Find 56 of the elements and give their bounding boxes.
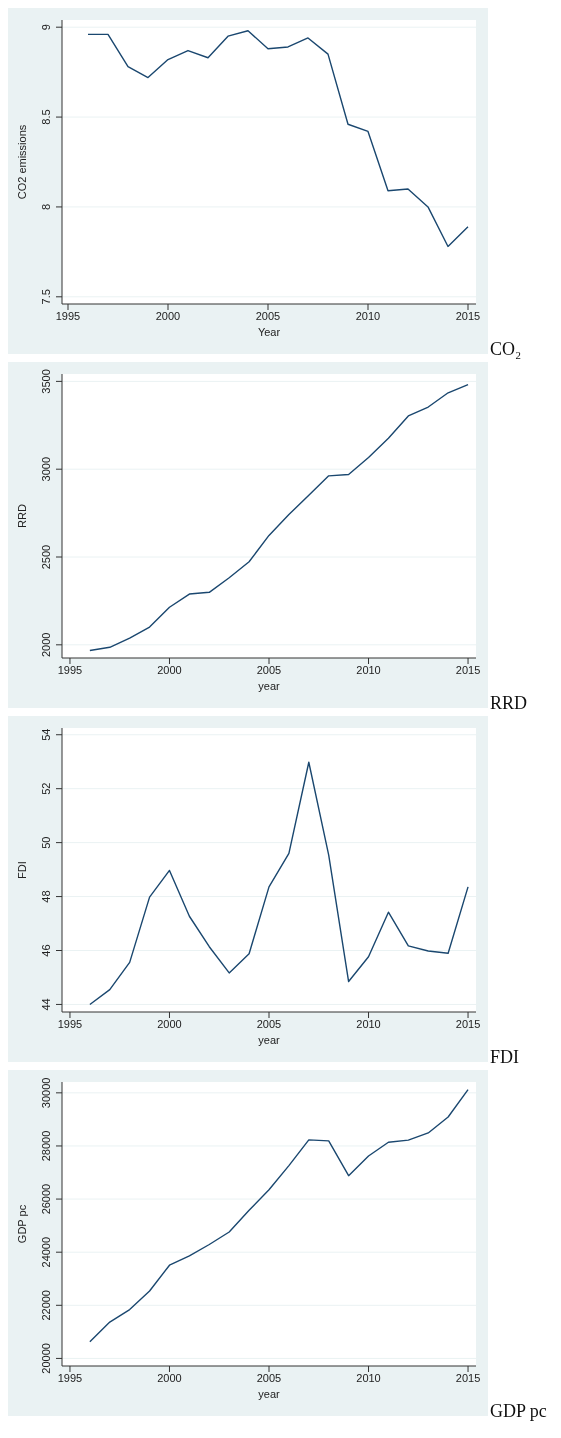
x-tick-label: 2005 — [256, 1371, 282, 1384]
x-tick-label: 2000 — [157, 663, 182, 676]
x-tick-label: 2000 — [155, 309, 181, 322]
x-tick-label: 1995 — [57, 1017, 83, 1030]
x-tick-label: 2000 — [157, 1371, 182, 1384]
x-axis-title: year — [258, 1034, 281, 1046]
y-tick-label: 30000 — [40, 1077, 52, 1109]
line-series — [89, 761, 469, 1006]
x-tick-label: 2015 — [455, 1371, 481, 1384]
x-tick-label: 2015 — [455, 309, 481, 322]
x-tick-label: 2010 — [355, 309, 381, 322]
x-tick-label: 2005 — [256, 1017, 282, 1030]
y-tick-label: 3000 — [40, 456, 52, 482]
line-series — [89, 1088, 469, 1343]
x-tick-label: 2010 — [356, 1371, 381, 1384]
y-tick-label: 3500 — [40, 369, 52, 394]
line-series — [89, 383, 469, 652]
y-tick-label: 2500 — [40, 544, 52, 570]
x-tick-label: 1995 — [57, 1371, 83, 1384]
x-axis-title: year — [258, 1388, 281, 1400]
y-axis-title: RRD — [15, 504, 28, 528]
y-tick-label: 48 — [40, 890, 52, 903]
text: FDI — [490, 1047, 520, 1068]
line-series — [87, 30, 469, 248]
y-axis-title: GDP pc — [15, 1204, 28, 1244]
x-tick-label: 1995 — [55, 309, 81, 322]
y-tick-label: 28000 — [40, 1130, 52, 1162]
x-axis-title: Year — [257, 326, 281, 338]
y-tick-label: 7.5 — [40, 289, 52, 305]
y-tick-label: 50 — [40, 836, 52, 849]
x-tick-label: 2000 — [157, 1017, 182, 1030]
x-tick-label: 2010 — [356, 1017, 381, 1030]
y-tick-label: 46 — [40, 944, 52, 957]
y-axis-title: FDI — [15, 861, 28, 879]
y-tick-label: 2000 — [40, 632, 52, 658]
x-tick-label: 2005 — [255, 309, 281, 322]
y-tick-label: 52 — [40, 782, 52, 795]
y-tick-label: 26000 — [40, 1183, 52, 1215]
text: GDP pc — [490, 1401, 547, 1422]
y-tick-label: 44 — [40, 998, 52, 1011]
x-tick-label: 2005 — [256, 663, 282, 676]
text: CO₂ — [490, 339, 522, 360]
x-tick-label: 1995 — [57, 663, 83, 676]
y-tick-label: 24000 — [40, 1236, 52, 1268]
x-tick-label: 2015 — [455, 1017, 481, 1030]
y-tick-label: 8.5 — [40, 109, 52, 125]
y-tick-label: 20000 — [40, 1343, 52, 1374]
y-axis-title: CO2 emissions — [15, 124, 28, 200]
y-tick-label: 54 — [40, 728, 52, 741]
x-tick-label: 2010 — [356, 663, 381, 676]
y-tick-label: 22000 — [40, 1290, 52, 1321]
x-tick-label: 2015 — [455, 663, 481, 676]
y-tick-label: 8 — [40, 203, 52, 210]
text: RRD — [490, 693, 528, 714]
y-tick-label: 9 — [40, 24, 52, 31]
x-axis-title: year — [258, 680, 281, 692]
